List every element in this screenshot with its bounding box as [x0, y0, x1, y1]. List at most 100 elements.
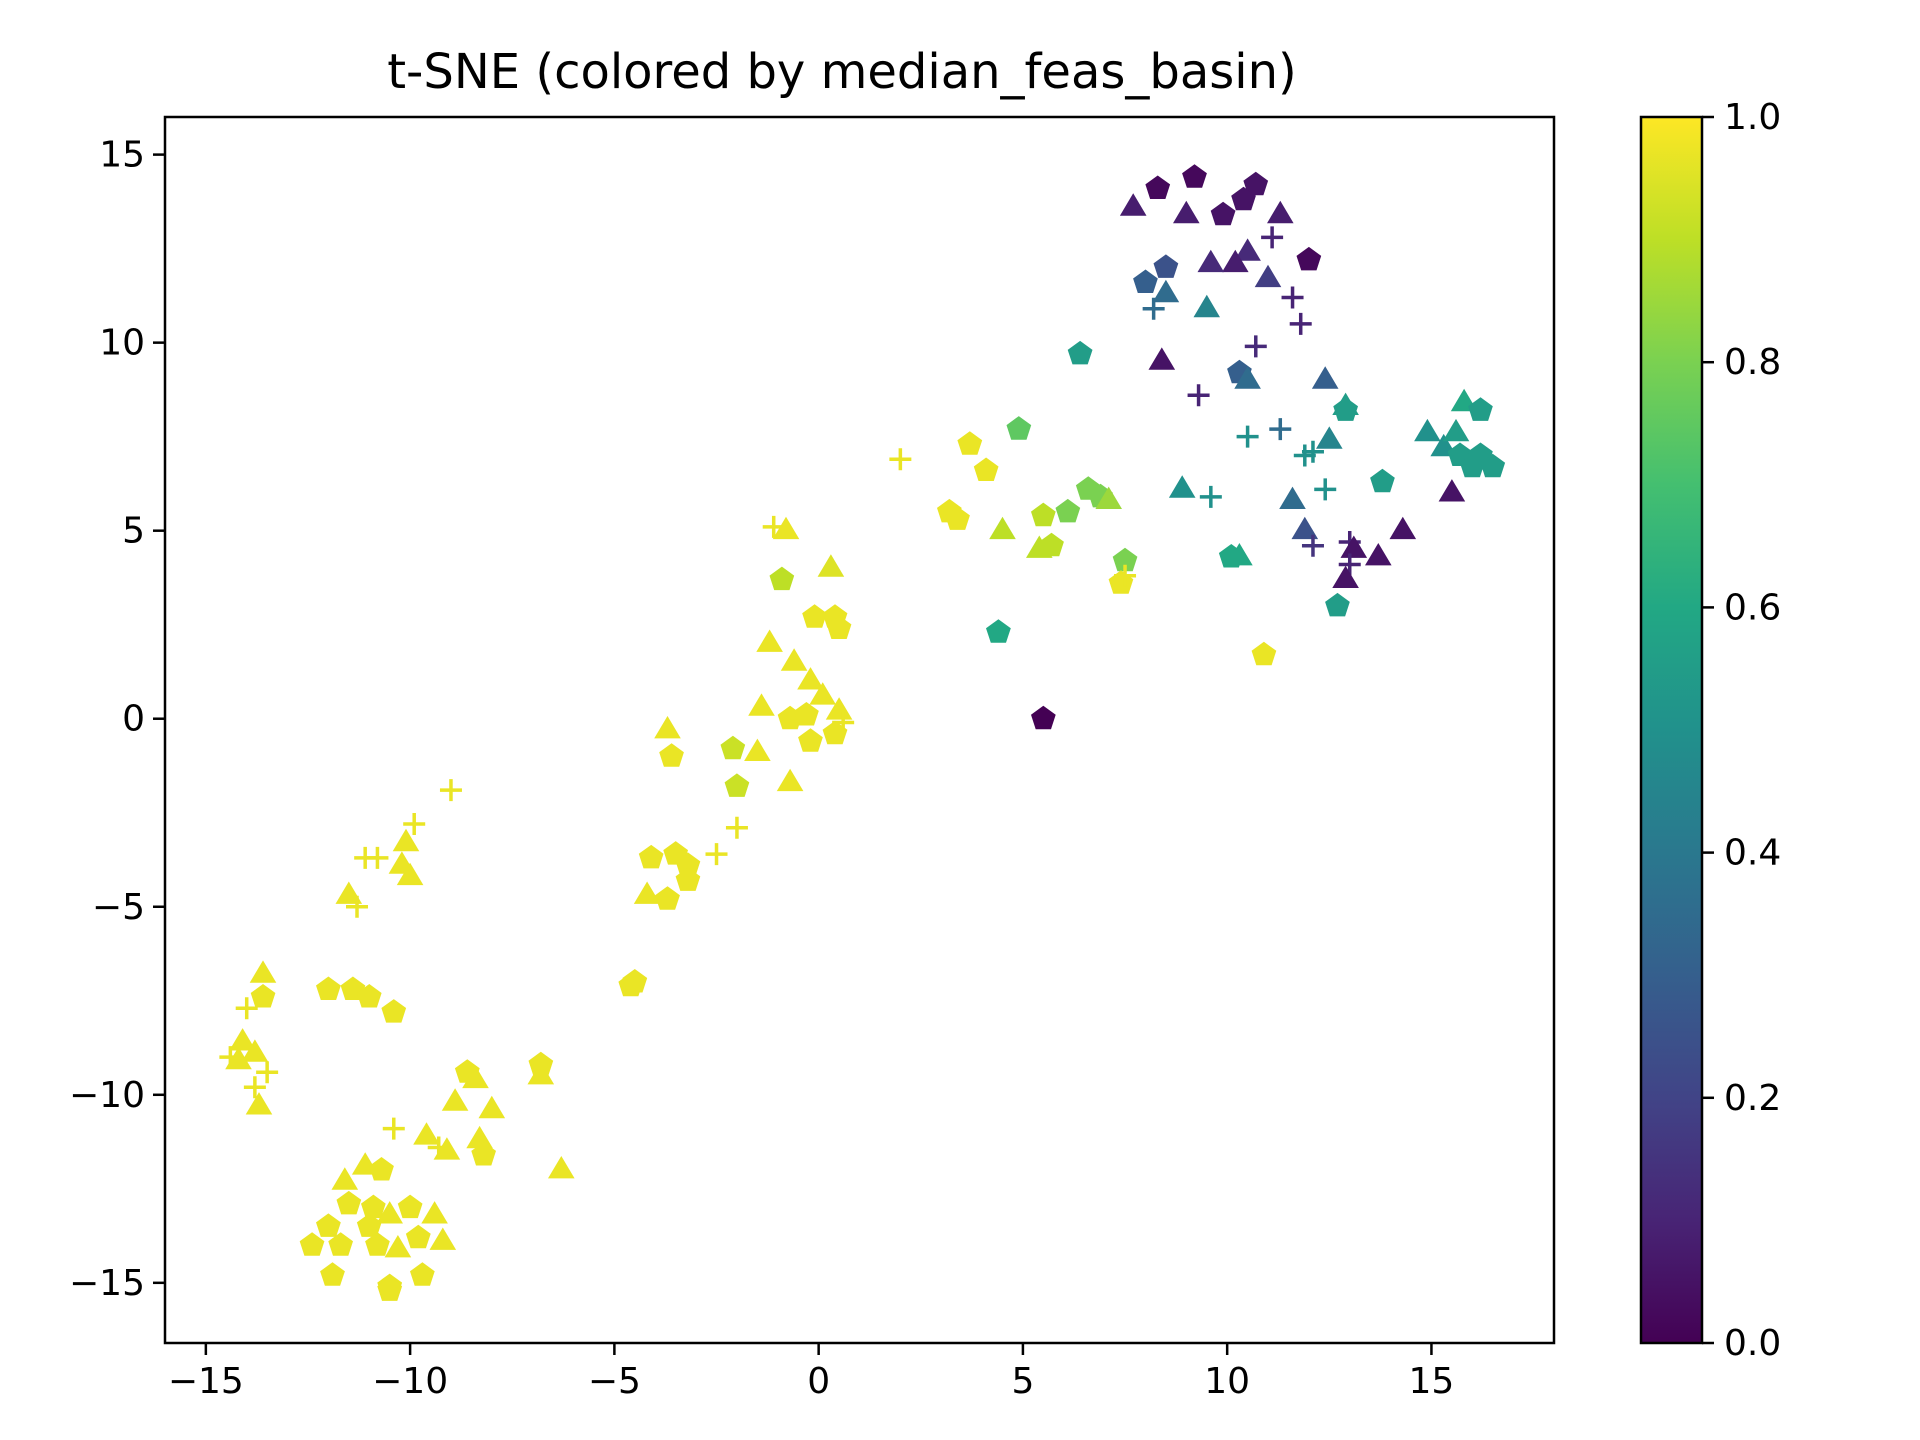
data-point-triangle	[466, 1125, 493, 1149]
data-point-pentagon	[659, 743, 684, 767]
data-point-plus	[243, 1076, 266, 1099]
data-point-triangle	[1197, 249, 1225, 273]
data-point-triangle	[376, 1201, 403, 1224]
data-point-pentagon	[769, 566, 795, 591]
data-point-pentagon	[397, 1194, 423, 1219]
plot-area: −15 −10 −5 0 5 10 15 −15 −10 −5 0 5 10 15	[69, 115, 1556, 1402]
data-point-triangle	[1438, 479, 1466, 502]
x-tick-label: 5	[1011, 1361, 1034, 1402]
data-point-pentagon	[361, 1194, 386, 1219]
data-point-plus	[1199, 485, 1222, 508]
x-tick-label: −15	[168, 1361, 244, 1402]
data-point-triangle	[1193, 294, 1220, 318]
data-point-plus	[1289, 312, 1312, 335]
data-point-triangle	[225, 1046, 252, 1070]
data-point-plus	[725, 816, 748, 839]
data-point-plus	[705, 843, 728, 866]
data-point-triangle	[392, 828, 420, 852]
data-point-pentagon	[336, 1190, 362, 1215]
data-point-pentagon	[316, 1213, 341, 1237]
data-point-triangle	[817, 554, 845, 577]
data-point-pentagon	[1133, 269, 1158, 293]
y-axis: −15 −10 −5 0 5 10 15	[69, 135, 165, 1304]
data-point-pentagon	[410, 1262, 435, 1286]
data-point-triangle	[527, 1062, 555, 1085]
data-point-pentagon	[986, 619, 1011, 643]
data-point-plus	[382, 1117, 405, 1140]
data-point-triangle	[1291, 516, 1319, 540]
colorbar: 0.0 0.2 0.4 0.6 0.8 1.0	[1639, 97, 1781, 1364]
data-point-triangle	[462, 1065, 489, 1089]
data-point-triangle	[1148, 347, 1176, 370]
data-point-pentagon	[675, 867, 701, 891]
data-points	[219, 164, 1506, 1301]
data-point-pentagon	[720, 735, 746, 760]
data-point-pentagon	[1210, 201, 1236, 226]
y-tick-label: 15	[99, 135, 145, 176]
data-point-triangle	[772, 516, 800, 540]
x-tick-label: 0	[807, 1361, 830, 1402]
x-tick-label: 10	[1204, 1361, 1250, 1402]
data-point-pentagon	[316, 976, 341, 1000]
data-point-triangle	[331, 1167, 359, 1190]
data-point-pentagon	[328, 1232, 353, 1256]
data-point-plus	[235, 997, 258, 1020]
plot-frame	[163, 115, 1556, 1345]
colorbar-tick-label: 0.0	[1724, 1323, 1781, 1364]
data-point-plus	[1338, 553, 1361, 576]
data-point-triangle	[1365, 543, 1392, 566]
data-point-plus	[1314, 478, 1337, 501]
data-point-triangle	[654, 716, 681, 739]
colorbar-gradient	[1639, 115, 1704, 1345]
x-tick-label: −10	[372, 1361, 448, 1402]
data-point-triangle	[241, 1039, 269, 1062]
data-point-triangle	[429, 1227, 457, 1250]
y-tick-label: 5	[122, 511, 145, 552]
colorbar-tick-label: 0.6	[1724, 587, 1781, 628]
data-point-pentagon	[724, 773, 750, 797]
data-point-triangle	[1389, 516, 1417, 540]
data-point-pentagon	[1370, 468, 1395, 493]
data-point-pentagon	[377, 1277, 403, 1301]
data-point-triangle	[229, 1028, 256, 1051]
data-point-triangle	[1267, 200, 1294, 224]
data-point-triangle	[1234, 238, 1261, 261]
data-point-pentagon	[826, 615, 852, 639]
data-point-triangle	[633, 881, 661, 904]
data-point-pentagon	[1325, 592, 1350, 617]
data-point-pentagon	[356, 984, 382, 1008]
data-point-pentagon	[973, 457, 999, 481]
data-point-pentagon	[1231, 186, 1256, 211]
colorbar-ticks: 0.0 0.2 0.4 0.6 0.8 1.0	[1702, 97, 1781, 1364]
data-point-pentagon	[638, 844, 664, 869]
data-point-triangle	[1279, 486, 1306, 509]
data-point-pentagon	[1468, 397, 1493, 421]
data-point-pentagon	[1153, 254, 1179, 278]
data-point-plus	[1187, 384, 1210, 407]
data-point-pentagon	[356, 1213, 382, 1237]
data-point-pentagon	[250, 984, 276, 1008]
data-point-triangle	[1119, 193, 1147, 216]
data-point-pentagon	[405, 1224, 431, 1249]
x-tick-label: 15	[1409, 1361, 1455, 1402]
data-point-pentagon	[1031, 705, 1056, 730]
data-point-plus	[1114, 564, 1137, 587]
data-point-triangle	[1222, 249, 1249, 273]
data-point-triangle	[797, 667, 824, 690]
data-point-triangle	[1316, 426, 1343, 449]
data-point-pentagon	[1480, 453, 1506, 478]
colorbar-tick-label: 0.8	[1724, 342, 1781, 383]
x-axis: −15 −10 −5 0 5 10 15	[168, 1343, 1454, 1402]
data-point-triangle	[441, 1088, 469, 1111]
data-point-pentagon	[957, 431, 983, 455]
data-point-plus	[346, 895, 369, 918]
data-point-triangle	[1414, 418, 1441, 442]
data-point-plus	[1244, 335, 1267, 358]
data-point-pentagon	[655, 886, 680, 910]
data-point-triangle	[433, 1137, 461, 1160]
data-point-pentagon	[381, 999, 407, 1023]
data-point-triangle	[245, 1092, 273, 1115]
data-point-pentagon	[1333, 397, 1358, 421]
data-point-pentagon	[1112, 547, 1138, 572]
data-point-pentagon	[320, 1262, 345, 1286]
